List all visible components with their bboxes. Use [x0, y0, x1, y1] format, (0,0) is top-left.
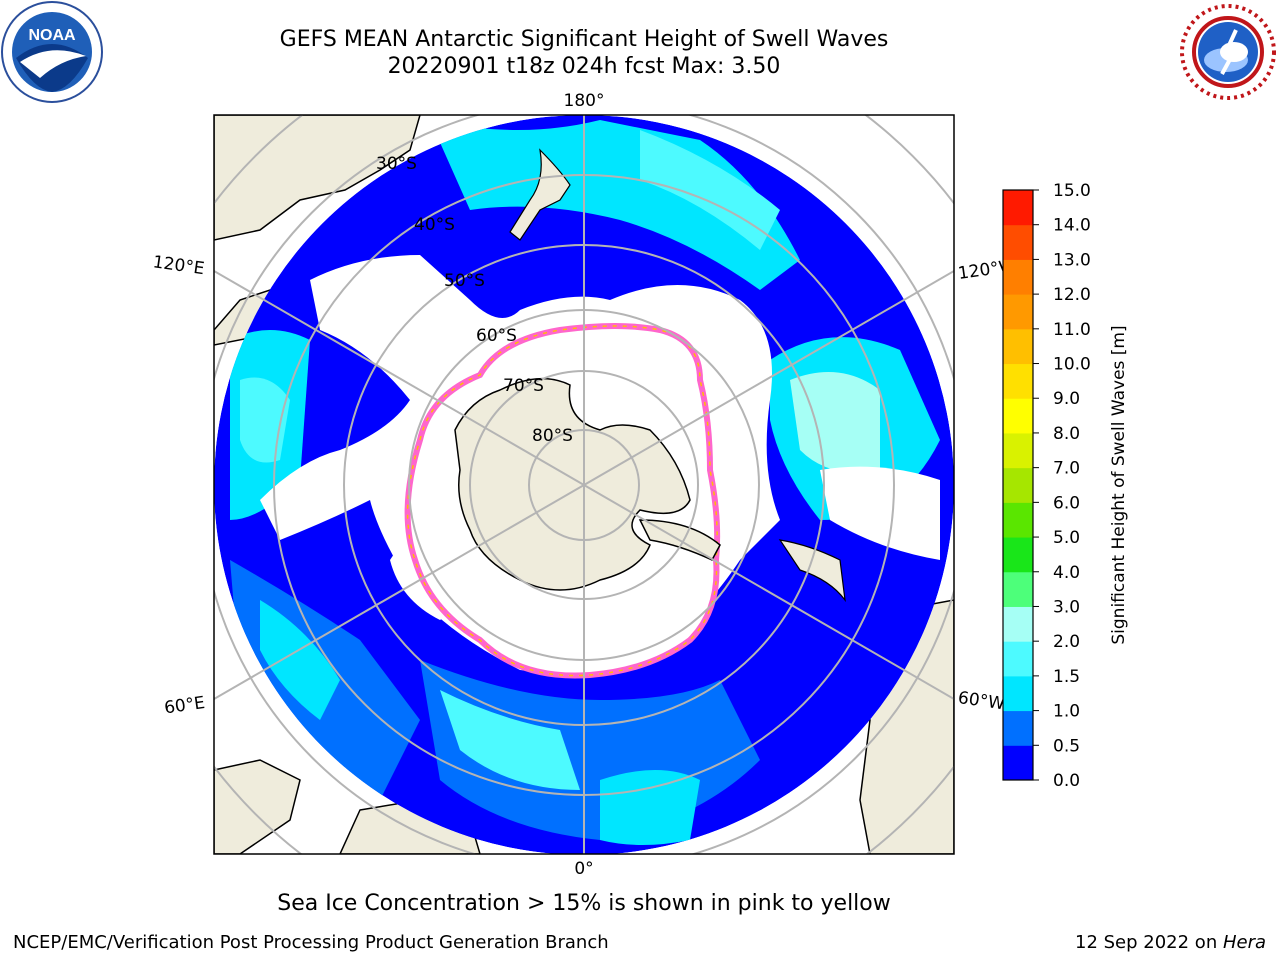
sea-ice-note: Sea Ice Concentration > 15% is shown in … — [277, 891, 891, 916]
graticule — [214, 115, 954, 854]
colorbar-tick-label: 1.0 — [1053, 702, 1080, 722]
footer-date-text: 12 Sep 2022 on — [1075, 932, 1223, 953]
chart-title: GEFS MEAN Antarctic Significant Height o… — [279, 27, 889, 52]
chart-subtitle: 20220901 t18z 024h fcst Max: 3.50 — [387, 54, 781, 79]
colorbar-tick-label: 8.0 — [1053, 424, 1080, 444]
colorbar-segment — [1003, 606, 1033, 642]
colorbar-tick-label: 5.0 — [1053, 528, 1080, 548]
colorbar-segment — [1003, 641, 1033, 677]
colorbar-tick-label: 1.5 — [1053, 667, 1080, 687]
colorbar-segment — [1003, 294, 1033, 330]
colorbar: 0.0 0.5 1.0 1.5 2.0 3.0 4.0 5.0 6.0 7.0 8.0 9.0 10.0… — [1002, 181, 1091, 791]
lat-label-30s: 30°S — [376, 154, 417, 174]
colorbar-tick-label: 12.0 — [1053, 285, 1091, 305]
lat-label-50s: 50°S — [444, 271, 485, 291]
footer-host: Hera — [1222, 932, 1266, 953]
footer-credit: NCEP/EMC/Verification Post Processing Pr… — [13, 932, 609, 953]
lon-label-0: 0° — [574, 859, 593, 879]
colorbar-segment — [1003, 190, 1033, 226]
colorbar-tick-label: 15.0 — [1053, 181, 1091, 201]
lon-label-60e: 60°E — [163, 693, 206, 718]
footer-date: 12 Sep 2022 on Hera — [1075, 932, 1266, 953]
colorbar-tick-label: 14.0 — [1053, 216, 1091, 236]
colorbar-segment — [1003, 467, 1033, 503]
colorbar-tick-label: 4.0 — [1053, 563, 1080, 583]
colorbar-segment — [1003, 502, 1033, 538]
lon-label-180: 180° — [564, 91, 605, 111]
colorbar-segment — [1003, 710, 1033, 746]
lon-label-120e: 120°E — [152, 252, 206, 279]
colorbar-tick-label: 11.0 — [1053, 320, 1091, 340]
lat-label-80s: 80°S — [532, 426, 573, 446]
colorbar-tick-label: 3.0 — [1053, 597, 1080, 617]
colorbar-segment — [1003, 675, 1033, 712]
colorbar-tick-label: 2.0 — [1053, 632, 1080, 652]
colorbar-segment — [1003, 398, 1033, 434]
colorbar-label: Significant Height of Swell Waves [m] — [1109, 325, 1129, 644]
colorbar-tick-label: 0.5 — [1053, 736, 1080, 756]
colorbar-tick-label: 10.0 — [1053, 355, 1091, 375]
lon-label-60w: 60°W — [957, 688, 1006, 714]
lat-label-70s: 70°S — [503, 376, 544, 396]
colorbar-tick-label: 13.0 — [1053, 250, 1091, 270]
colorbar-segment — [1003, 432, 1033, 469]
colorbar-segment — [1003, 224, 1033, 260]
colorbar-segment — [1003, 745, 1033, 781]
noaa-logo: NOAA — [1, 1, 103, 103]
noaa-logo-text: NOAA — [28, 27, 76, 44]
map-frame — [213, 114, 955, 855]
colorbar-segment — [1003, 571, 1033, 607]
colorbar-segment — [1003, 363, 1033, 399]
colorbar-frame — [1002, 189, 1034, 781]
nws-logo — [1178, 2, 1278, 102]
colorbar-tick-label: 7.0 — [1053, 459, 1080, 479]
antarctica-landmass — [454, 377, 691, 591]
lat-label-60s: 60°S — [476, 326, 517, 346]
lat-label-40s: 40°S — [414, 215, 455, 235]
colorbar-segment — [1003, 259, 1033, 295]
colorbar-tick-label: 6.0 — [1053, 493, 1080, 513]
colorbar-tick-label: 0.0 — [1053, 771, 1080, 791]
colorbar-tick-label: 9.0 — [1053, 389, 1080, 409]
colorbar-segment — [1003, 328, 1033, 365]
colorbar-segment — [1003, 537, 1033, 573]
